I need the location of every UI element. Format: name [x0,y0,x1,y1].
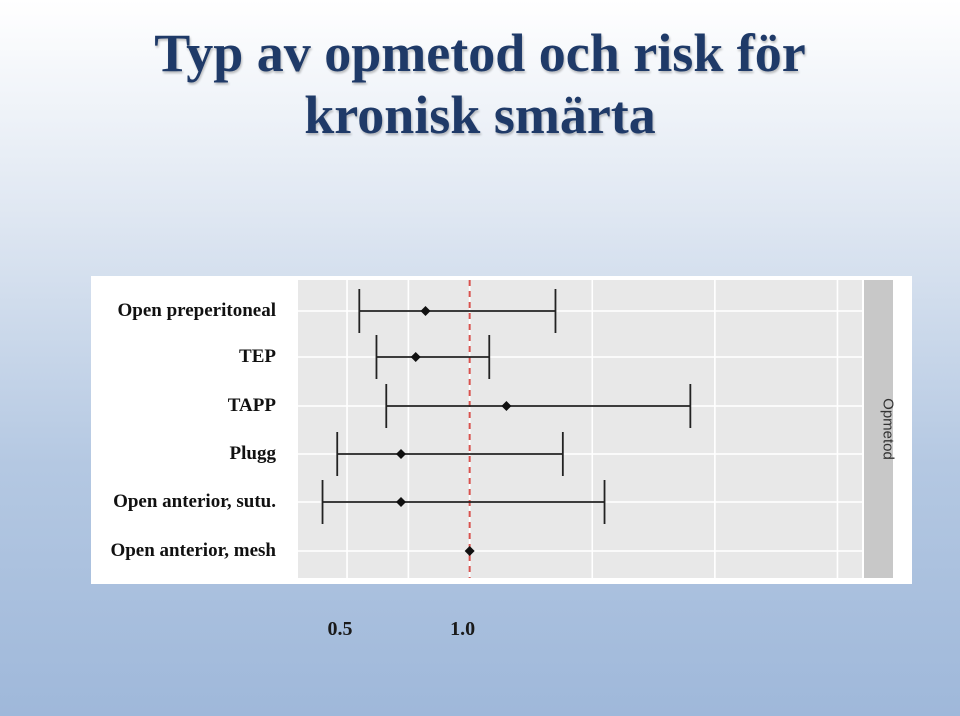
slide-title: Typ av opmetod och risk för kronisk smär… [0,22,960,146]
point-estimate [501,401,512,411]
forest-plot: Open preperitoneal TEP TAPP Plugg Open anter… [91,276,912,584]
row-labels: Open preperitoneal TEP TAPP Plugg Open anter… [91,276,298,584]
point-estimate [420,306,431,316]
facet-strip [864,280,893,578]
facet-strip-label: Opmetod [880,398,897,460]
plot-background [298,280,862,578]
row-label: Open anterior, mesh [110,540,276,561]
x-tick-label: 1.0 [450,618,476,640]
point-estimate [395,449,406,459]
row-label: Open anterior, sutu. [113,491,276,512]
row-label: Plugg [229,443,276,464]
point-estimate [464,546,475,556]
slide-title-line-2: kronisk smärta [304,85,656,145]
point-estimate [410,352,421,362]
row-label: Open preperitoneal [117,300,276,321]
x-axis-ticks: 0.5 1.0 [0,618,960,648]
row-label: TEP [239,346,276,367]
point-estimate [395,497,406,507]
slide-title-line-1: Typ av opmetod och risk för [154,23,806,83]
forest-plot-area: Opmetod [298,280,897,578]
x-tick-label: 0.5 [327,618,353,640]
row-label: TAPP [227,395,276,416]
